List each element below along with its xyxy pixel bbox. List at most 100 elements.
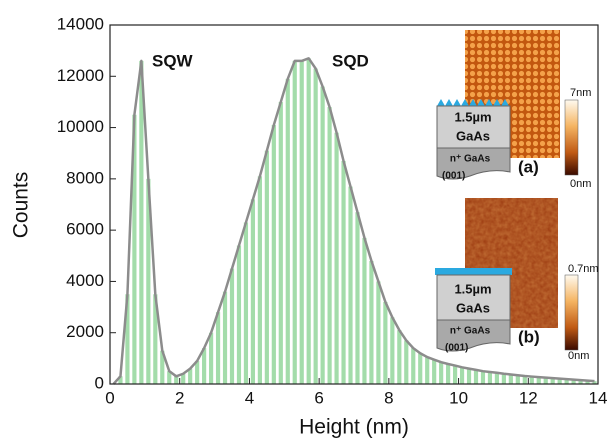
x-tick-label: 10 <box>449 388 468 407</box>
bar <box>229 268 235 384</box>
colorbar <box>564 274 579 351</box>
bar <box>348 186 353 384</box>
inset-text: 1.5µm <box>454 109 491 124</box>
bar <box>250 199 256 384</box>
inset-label: (b) <box>518 327 540 346</box>
bar <box>313 68 318 384</box>
bar <box>285 78 290 384</box>
inset-a: 1.5µm GaAs n⁺ GaAs (001) (a) 7nm 0nm <box>436 30 591 190</box>
colorbar-label: 0.7nm <box>568 263 599 275</box>
y-tick-label: 4000 <box>66 271 104 290</box>
y-tick-label: 12000 <box>57 66 104 85</box>
bar <box>501 373 506 384</box>
bar <box>195 360 200 384</box>
inset-text: n⁺ GaAs <box>450 154 491 165</box>
colorbar-label: 0nm <box>570 178 591 190</box>
inset-text: 1.5µm <box>454 281 491 296</box>
inset-label: (a) <box>518 157 539 176</box>
bar <box>146 178 151 384</box>
annotation: SQW <box>152 51 194 70</box>
bar <box>390 317 395 384</box>
y-axis-label: Counts <box>10 172 33 239</box>
bar <box>452 365 458 384</box>
colorbar-label: 7nm <box>570 87 591 99</box>
y-tick-label: 8000 <box>66 168 104 187</box>
bar <box>125 294 130 384</box>
bar <box>160 350 165 384</box>
bar <box>404 340 409 384</box>
bar <box>550 378 555 384</box>
bar <box>557 378 562 384</box>
substrate-box <box>436 147 511 180</box>
y-tick-label: 14000 <box>57 14 104 33</box>
outline <box>112 57 595 385</box>
bar <box>536 377 541 384</box>
bar <box>153 294 158 384</box>
x-tick-label: 0 <box>105 388 114 407</box>
bar <box>257 176 262 384</box>
bar <box>459 367 465 384</box>
dots-layer <box>437 99 509 106</box>
bar <box>543 377 548 384</box>
bar <box>494 372 500 384</box>
plot-area <box>112 57 597 385</box>
bar <box>243 222 249 384</box>
bar <box>578 380 583 384</box>
bar <box>355 212 360 384</box>
colorbar-label: 0nm <box>568 350 589 362</box>
bar <box>306 58 311 384</box>
x-axis-label: Height (nm) <box>299 416 409 439</box>
bar <box>167 371 172 384</box>
x-tick-label: 14 <box>589 388 608 407</box>
bar <box>487 371 493 384</box>
bar <box>383 301 388 384</box>
bar <box>236 245 242 384</box>
inset-text: GaAs <box>456 128 490 143</box>
y-tick-label: 10000 <box>57 117 104 136</box>
bar <box>292 60 297 385</box>
bar <box>466 368 472 384</box>
bar <box>264 150 269 384</box>
bar <box>446 363 451 384</box>
bar <box>418 353 423 384</box>
x-tick-label: 6 <box>314 388 323 407</box>
bar <box>271 125 276 384</box>
inset-text: GaAs <box>456 300 490 315</box>
annotation: SQD <box>332 51 369 70</box>
bar <box>362 237 367 384</box>
y-tick-label: 2000 <box>66 322 104 341</box>
bar <box>174 376 179 384</box>
bar <box>508 374 513 384</box>
bar <box>439 362 444 384</box>
bar <box>188 368 193 384</box>
inset-text: (001) <box>442 171 465 182</box>
bar <box>564 379 569 384</box>
bar <box>592 381 597 384</box>
bar <box>571 379 576 384</box>
bar <box>425 357 430 384</box>
bar <box>522 376 527 384</box>
bar <box>515 375 520 384</box>
bar <box>278 101 283 384</box>
bar <box>432 359 437 384</box>
bar <box>585 380 590 384</box>
top-layer <box>435 268 512 275</box>
bar <box>397 330 402 384</box>
bar <box>327 107 332 385</box>
bar <box>411 348 416 384</box>
substrate-box <box>436 319 511 352</box>
bar <box>369 260 374 384</box>
bar <box>480 371 486 384</box>
bar <box>132 114 137 384</box>
x-tick-label: 4 <box>245 388 254 407</box>
y-tick-label: 6000 <box>66 220 104 239</box>
inset-text: (001) <box>445 343 468 354</box>
bar <box>118 376 123 384</box>
bar <box>341 160 346 384</box>
bar <box>376 281 381 384</box>
inset-b: 1.5µm GaAs n⁺ GaAs (001) (b) 0.7nm 0nm <box>435 198 599 362</box>
bar <box>208 332 214 384</box>
bar <box>215 312 221 384</box>
y-tick-label: 0 <box>95 373 104 392</box>
